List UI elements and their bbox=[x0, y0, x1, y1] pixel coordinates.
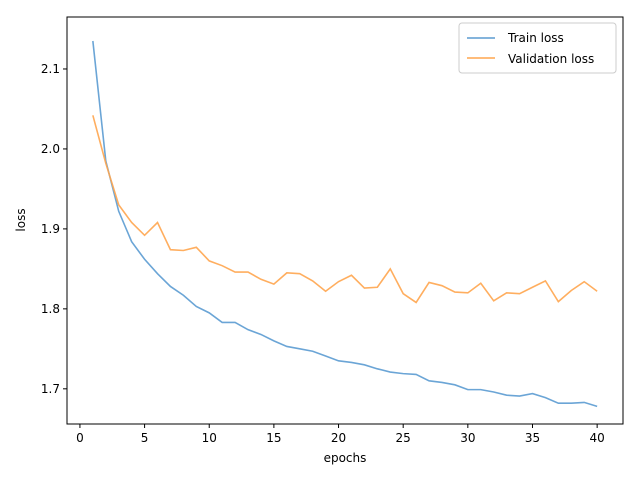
x-tick-label: 5 bbox=[141, 431, 149, 445]
x-tick-label: 10 bbox=[202, 431, 217, 445]
legend: Train loss Validation loss bbox=[458, 22, 617, 74]
plot-area bbox=[67, 17, 623, 424]
axes-frame bbox=[66, 16, 624, 425]
y-tick-label: 1.7 bbox=[41, 382, 60, 396]
legend-label-validation: Validation loss bbox=[508, 52, 594, 66]
series-layer bbox=[92, 40, 598, 408]
x-axis-label: epochs bbox=[324, 451, 367, 465]
y-tick-label: 1.8 bbox=[41, 302, 60, 316]
y-axis-ticks: 1.7 1.8 1.9 2.0 2.1 bbox=[41, 62, 67, 396]
x-tick-label: 25 bbox=[396, 431, 411, 445]
y-tick-label: 1.9 bbox=[41, 222, 60, 236]
x-tick-label: 0 bbox=[76, 431, 84, 445]
series-line-validation bbox=[92, 115, 598, 304]
y-tick-label: 2.1 bbox=[41, 62, 60, 76]
x-tick-label: 15 bbox=[266, 431, 281, 445]
y-tick-label: 2.0 bbox=[41, 142, 60, 156]
x-tick-label: 40 bbox=[589, 431, 604, 445]
y-axis-label: loss bbox=[14, 208, 28, 231]
x-axis-ticks: 0 5 10 15 20 25 30 35 40 bbox=[76, 424, 605, 445]
legend-label-train: Train loss bbox=[507, 31, 564, 45]
x-tick-label: 30 bbox=[460, 431, 475, 445]
legend-box bbox=[458, 22, 617, 74]
series-line-train bbox=[92, 40, 598, 408]
x-tick-label: 20 bbox=[331, 431, 346, 445]
x-tick-label: 35 bbox=[525, 431, 540, 445]
